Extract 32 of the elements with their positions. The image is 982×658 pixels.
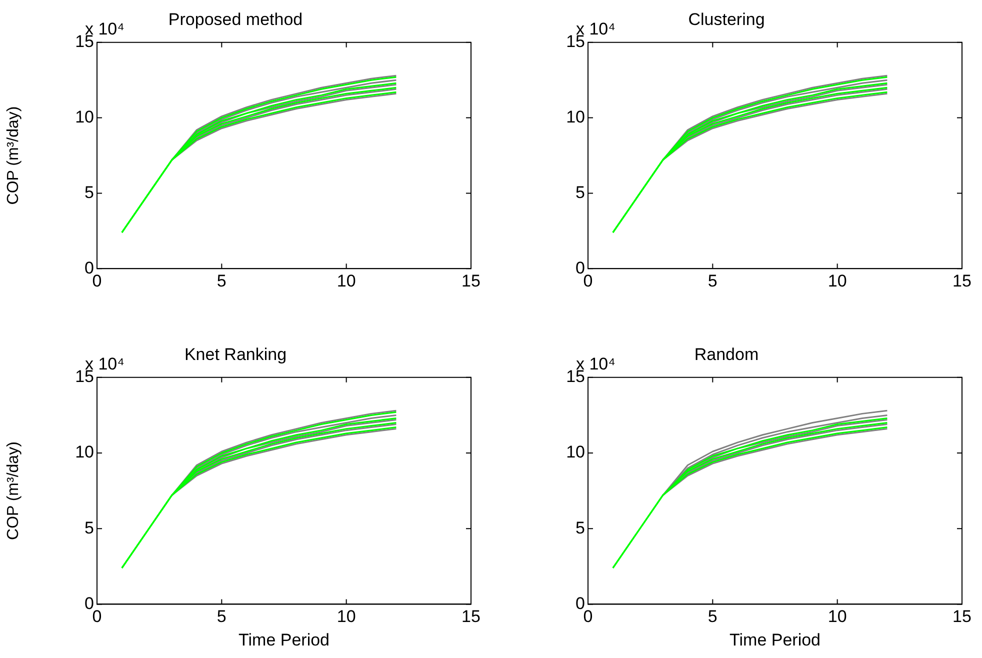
y-tick-label: 10	[566, 442, 585, 462]
y-tick-label: 0	[84, 258, 94, 278]
y-tick-label: 10	[75, 442, 94, 462]
y-tick-label: 10	[75, 107, 94, 126]
chart-title: Proposed method	[168, 10, 303, 29]
x-tick-label: 10	[828, 271, 847, 290]
y-tick-label: 0	[84, 594, 94, 613]
x-tick-label: 10	[828, 607, 847, 626]
y-axis-title: COP (m³/day)	[5, 106, 22, 205]
x-axis-title: Time Period	[729, 630, 821, 650]
y-tick-label: 5	[576, 182, 585, 202]
y-tick-label: 5	[84, 518, 94, 538]
x-tick-label: 5	[216, 607, 226, 626]
x-tick-label: 15	[462, 607, 480, 626]
x-axis-title: Time Period	[238, 630, 330, 650]
chart-title: Random	[694, 344, 759, 364]
y-axis-title: COP (m³/day)	[5, 442, 22, 540]
y-tick-label: 0	[576, 594, 585, 613]
y-tick-label: 0	[576, 258, 585, 278]
y-tick-label: 10	[566, 107, 585, 126]
x-tick-label: 15	[462, 271, 480, 290]
chart-title: Knet Ranking	[184, 344, 287, 364]
x-tick-label: 15	[952, 607, 972, 626]
y-tick-label: 5	[84, 182, 94, 202]
x-tick-label: 10	[336, 607, 356, 626]
y-tick-label: 5	[576, 518, 585, 538]
chart-title: Clustering	[688, 10, 765, 29]
x-tick-label: 5	[708, 607, 718, 626]
x-tick-label: 10	[336, 271, 356, 290]
x-tick-label: 5	[708, 271, 718, 290]
x-tick-label: 5	[216, 271, 226, 290]
x-tick-label: 15	[952, 271, 972, 290]
